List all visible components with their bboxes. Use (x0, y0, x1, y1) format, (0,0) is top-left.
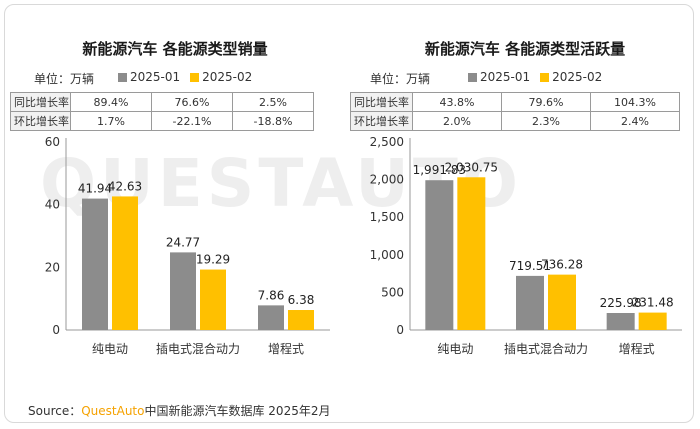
legend-swatch-gray (468, 72, 477, 82)
active-unit-label: 单位：万辆 (370, 72, 431, 86)
sales-growth-table: 同比增长率 89.4% 76.6% 2.5% 环比增长率 1.7% -22.1%… (10, 92, 314, 131)
legend-label: 2025-02 (552, 70, 603, 84)
table-cell: 2.3% (501, 111, 591, 131)
table-cell: 2.4% (590, 111, 680, 131)
row-label: 同比增长率 (350, 92, 413, 112)
bar-2025-02 (200, 269, 226, 330)
data-label: 231.48 (632, 296, 674, 310)
table-cell: -22.1% (151, 111, 233, 131)
source-brand: QuestAuto (81, 404, 145, 418)
sales-chart-title: 新能源汽车 各能源类型销量 (82, 40, 268, 58)
x-tick-label: 插电式混合动力 (156, 341, 240, 356)
y-tick-label: 0 (396, 323, 404, 337)
table-cell: 104.3% (590, 92, 680, 112)
source-text: 中国新能源汽车数据库 2025年2月 (144, 404, 331, 418)
y-tick-label: 2,500 (370, 135, 404, 149)
y-tick-label: 20 (45, 260, 60, 274)
bar-2025-01 (606, 313, 635, 330)
y-tick-label: 1,500 (370, 210, 404, 224)
sales-chart-panel: 新能源汽车 各能源类型销量 单位：万辆 2025-01 2025-02 同比增长… (0, 0, 350, 400)
y-tick-label: 1,000 (370, 248, 404, 262)
x-tick-label: 插电式混合动力 (504, 341, 588, 356)
bar-2025-02 (638, 312, 667, 330)
row-label: 同比增长率 (10, 92, 71, 112)
table-cell: 76.6% (151, 92, 233, 112)
x-tick-label: 增程式 (268, 341, 304, 356)
bar-2025-02 (457, 177, 486, 330)
sales-legend: 2025-01 2025-02 (118, 70, 252, 84)
active-legend: 2025-01 2025-02 (468, 70, 602, 84)
legend-swatch-yellow (540, 72, 550, 82)
card-frame (4, 4, 694, 423)
bar-2025-01 (170, 252, 196, 330)
data-label: 42.63 (108, 179, 142, 193)
data-label: 225.98 (600, 296, 642, 310)
bar-2025-01 (82, 198, 108, 330)
active-bar-chart: 0 500 1,000 1,500 2,000 2,500 纯电动 1,991.832,030… (370, 135, 682, 356)
active-growth-table: 同比增长率 43.8% 79.6% 104.3% 环比增长率 2.0% 2.3%… (350, 92, 680, 131)
legend-item-2025-02: 2025-02 (540, 70, 602, 84)
table-cell: -18.8% (232, 111, 314, 131)
table-row: 环比增长率 1.7% -22.1% -18.8% (10, 111, 314, 131)
data-label: 736.28 (541, 258, 583, 272)
legend-item-2025-01: 2025-01 (118, 70, 180, 84)
source-prefix: Source： (28, 404, 82, 418)
data-label: 2,030.75 (445, 160, 498, 174)
legend-swatch-gray (118, 72, 127, 82)
y-tick-label: 40 (45, 198, 60, 212)
bar-2025-02 (112, 196, 138, 330)
data-label: 6.38 (288, 293, 315, 307)
sales-unit-label: 单位：万辆 (34, 72, 95, 86)
table-cell: 2.0% (412, 111, 502, 131)
table-row: 环比增长率 2.0% 2.3% 2.4% (350, 111, 680, 131)
data-label: 24.77 (166, 235, 200, 249)
table-row: 同比增长率 89.4% 76.6% 2.5% (10, 92, 314, 112)
bar-2025-02 (548, 274, 576, 330)
row-label: 环比增长率 (10, 111, 71, 131)
data-label: 7.86 (258, 288, 285, 302)
legend-label: 2025-02 (202, 70, 253, 84)
bar-2025-01 (516, 275, 544, 330)
x-tick-label: 纯电动 (92, 342, 128, 356)
legend-swatch-yellow (190, 72, 200, 82)
legend-label: 2025-01 (130, 70, 181, 84)
table-cell: 43.8% (412, 92, 502, 112)
y-tick-label: 0 (52, 323, 60, 337)
active-chart-title: 新能源汽车 各能源类型活跃量 (424, 40, 626, 58)
bar-2025-01 (425, 180, 454, 330)
table-row: 同比增长率 43.8% 79.6% 104.3% (350, 92, 680, 112)
legend-item-2025-01: 2025-01 (468, 70, 530, 84)
bar-2025-01 (258, 305, 284, 330)
data-label: 41.94 (78, 182, 112, 196)
y-tick-label: 2,000 (370, 173, 404, 187)
y-tick-label: 500 (381, 285, 404, 299)
table-cell: 79.6% (501, 92, 591, 112)
legend-item-2025-02: 2025-02 (190, 70, 252, 84)
data-label: 19.29 (196, 253, 230, 267)
x-tick-label: 纯电动 (437, 342, 473, 356)
x-tick-label: 增程式 (619, 341, 655, 356)
data-label: 719.51 (509, 259, 551, 273)
bar-2025-02 (288, 310, 314, 330)
legend-label: 2025-01 (480, 70, 531, 84)
table-cell: 89.4% (70, 92, 152, 112)
source-note: Source：QuestAuto中国新能源汽车数据库 2025年2月 (28, 402, 330, 419)
table-cell: 2.5% (232, 92, 314, 112)
data-label: 1,991.83 (413, 163, 466, 177)
active-chart-panel: 新能源汽车 各能源类型活跃量 单位：万辆 2025-01 2025-02 同比增… (350, 0, 700, 400)
y-tick-label: 60 (45, 135, 60, 149)
